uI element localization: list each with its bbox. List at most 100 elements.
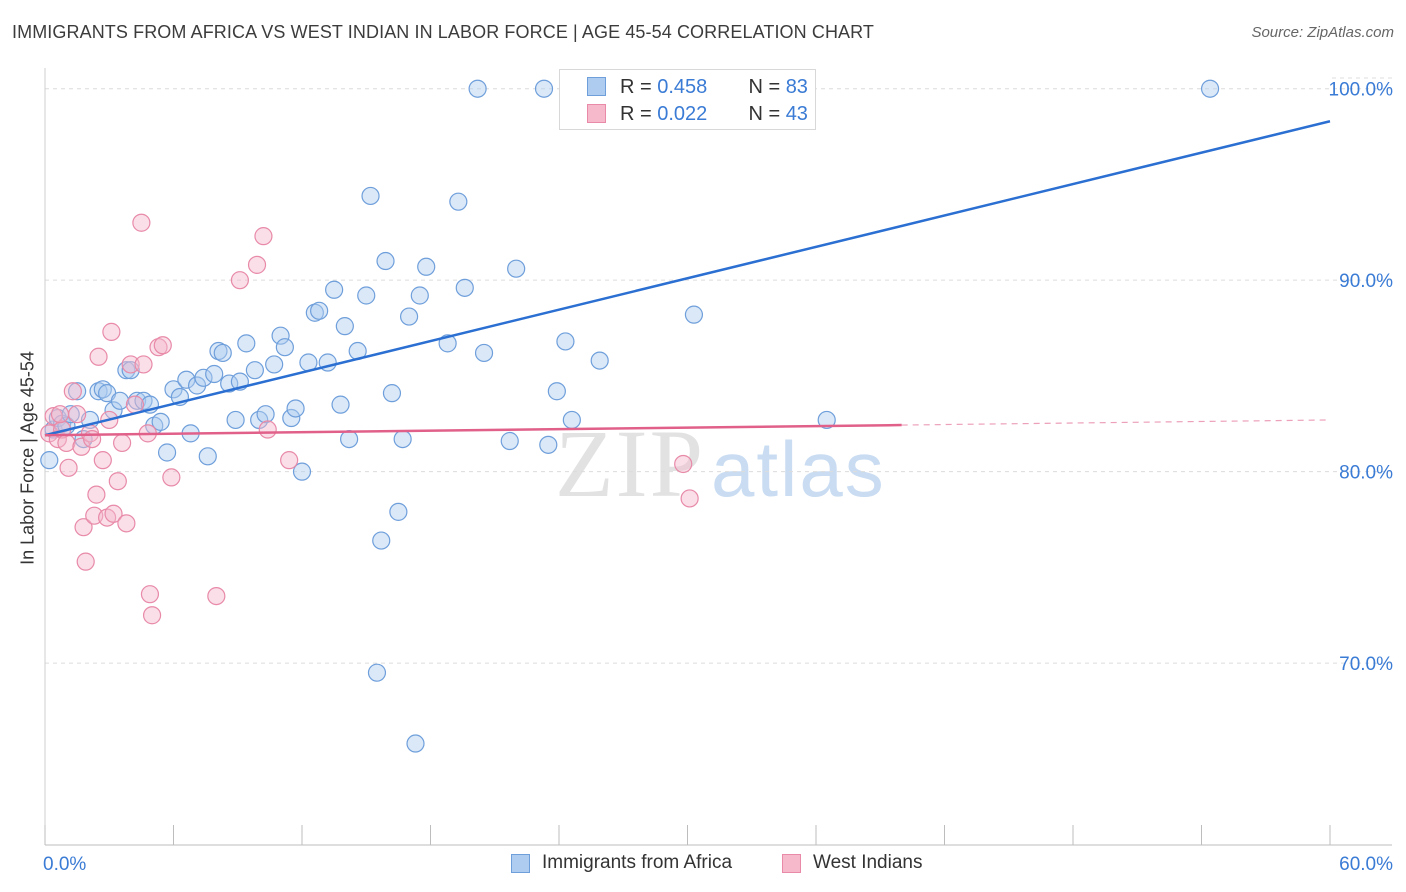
africa-point bbox=[393, 429, 412, 449]
legend-label-westindian: West Indians bbox=[813, 852, 923, 873]
westindian-point bbox=[108, 472, 127, 491]
africa-point bbox=[372, 531, 391, 550]
westindian-point bbox=[59, 458, 78, 477]
africa-point bbox=[237, 334, 256, 353]
westindian-point bbox=[280, 451, 299, 470]
westindian-point bbox=[117, 514, 136, 533]
africa-point bbox=[68, 382, 87, 401]
westindian-point bbox=[132, 213, 151, 232]
africa-point bbox=[500, 431, 519, 451]
legend-swatch-africa bbox=[587, 77, 606, 96]
x-tick-label: 0.0% bbox=[43, 854, 86, 875]
westindian-point bbox=[134, 355, 153, 374]
westindian-point bbox=[68, 405, 87, 424]
y-tick-label: 90.0% bbox=[1339, 271, 1393, 292]
westindian-trendline-extension bbox=[901, 419, 1331, 426]
westindian-point bbox=[44, 407, 63, 426]
n-label: N = bbox=[748, 102, 786, 125]
westindian-point bbox=[57, 433, 76, 453]
africa-point bbox=[286, 399, 305, 418]
africa-point bbox=[539, 435, 558, 454]
africa-point bbox=[282, 408, 301, 428]
africa-point bbox=[271, 326, 290, 345]
westindian-point bbox=[87, 485, 106, 504]
africa-point bbox=[817, 410, 836, 430]
africa-point bbox=[213, 343, 232, 363]
africa-point bbox=[275, 338, 294, 357]
africa-point bbox=[331, 395, 350, 414]
africa-point bbox=[151, 412, 170, 431]
africa-point bbox=[410, 286, 429, 305]
legend-swatch-africa bbox=[511, 853, 530, 873]
africa-point bbox=[367, 663, 387, 682]
r-label: R = bbox=[620, 102, 658, 125]
africa-point bbox=[1200, 79, 1220, 98]
westindian-point bbox=[258, 420, 277, 439]
westindian-point bbox=[207, 586, 226, 606]
legend-swatch-westindian bbox=[587, 104, 606, 123]
x-tick-label: 60.0% bbox=[1339, 854, 1393, 875]
r-value: 0.022 bbox=[657, 102, 708, 125]
westindian-point bbox=[153, 336, 172, 355]
westindian-point bbox=[83, 429, 102, 449]
n-value: 83 bbox=[785, 75, 808, 98]
westindian-point bbox=[254, 227, 273, 246]
westindian-point bbox=[76, 552, 95, 571]
africa-point bbox=[417, 257, 436, 276]
source-credit: Source: ZipAtlas.com bbox=[1251, 24, 1394, 41]
africa-point bbox=[534, 79, 554, 98]
africa-point bbox=[684, 305, 704, 324]
africa-point bbox=[245, 361, 264, 380]
africa-point bbox=[292, 462, 312, 481]
westindian-point bbox=[102, 322, 121, 341]
africa-point bbox=[507, 259, 526, 278]
africa-point bbox=[40, 451, 59, 470]
legend-label-africa: Immigrants from Africa bbox=[542, 852, 733, 873]
westindian-point bbox=[121, 355, 140, 374]
n-label: N = bbox=[748, 75, 786, 98]
africa-point bbox=[468, 79, 487, 98]
westindian-point bbox=[674, 454, 693, 474]
westindian-point bbox=[104, 504, 123, 523]
africa-point bbox=[265, 355, 284, 374]
africa-point bbox=[449, 192, 468, 211]
legend-item-westindian[interactable]: West Indians bbox=[782, 852, 922, 874]
africa-point bbox=[226, 410, 245, 430]
africa-trendline bbox=[44, 120, 1331, 437]
africa-point bbox=[157, 443, 177, 462]
westindian-point bbox=[93, 451, 112, 470]
y-tick-label: 100.0% bbox=[1329, 80, 1394, 101]
africa-point bbox=[562, 410, 581, 430]
westindian-point bbox=[63, 382, 82, 401]
watermark-atlas: atlas bbox=[711, 425, 886, 513]
r-value: 0.458 bbox=[657, 75, 708, 98]
y-tick-label: 80.0% bbox=[1339, 463, 1393, 484]
africa-point bbox=[590, 351, 609, 370]
africa-point bbox=[361, 186, 380, 206]
westindian-point bbox=[680, 489, 699, 508]
africa-point bbox=[256, 405, 275, 424]
westindian-point bbox=[142, 606, 162, 625]
africa-point bbox=[205, 364, 224, 384]
africa-point bbox=[382, 384, 402, 403]
stats-legend: R = 0.458 N = 83 R = 0.022 N = 43 bbox=[559, 69, 816, 130]
r-label: R = bbox=[620, 75, 658, 98]
africa-point bbox=[194, 368, 213, 387]
y-axis-label: In Labor Force | Age 45-54 bbox=[17, 351, 38, 565]
africa-point bbox=[357, 286, 376, 305]
africa-point bbox=[547, 382, 566, 401]
westindian-point bbox=[230, 271, 249, 290]
legend-item-africa[interactable]: Immigrants from Africa bbox=[511, 852, 732, 874]
westindian-point bbox=[74, 518, 93, 537]
westindian-point bbox=[112, 433, 132, 453]
westindian-point bbox=[162, 468, 181, 487]
africa-point bbox=[474, 343, 494, 363]
africa-point bbox=[455, 278, 474, 297]
africa-point bbox=[340, 429, 359, 449]
westindian-point bbox=[89, 347, 108, 366]
westindian-point bbox=[247, 255, 267, 274]
westindian-point bbox=[140, 585, 160, 604]
africa-point bbox=[310, 301, 329, 320]
series-legend: Immigrants from Africa West Indians bbox=[0, 852, 1406, 878]
